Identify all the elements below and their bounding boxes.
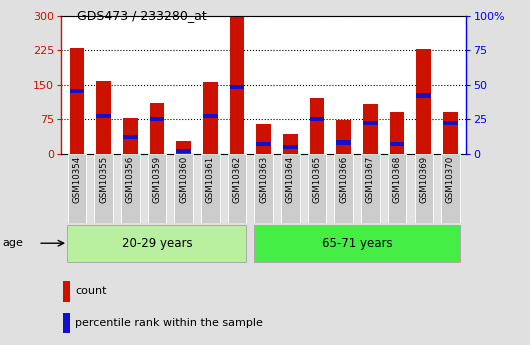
Bar — [337, 120, 351, 154]
Bar — [283, 145, 298, 149]
Bar — [176, 141, 191, 154]
Bar — [201, 154, 219, 223]
Text: GSM10369: GSM10369 — [419, 156, 428, 203]
Bar — [69, 89, 84, 93]
Text: GSM10360: GSM10360 — [179, 156, 188, 203]
Bar — [363, 104, 378, 154]
Bar — [308, 154, 326, 223]
Bar — [334, 154, 353, 223]
Bar — [310, 117, 324, 121]
Bar — [257, 142, 271, 146]
Text: GSM10364: GSM10364 — [286, 156, 295, 203]
Bar — [123, 118, 138, 154]
Bar — [63, 313, 70, 333]
Text: GSM10354: GSM10354 — [73, 156, 82, 203]
Bar — [361, 154, 379, 223]
Bar — [257, 124, 271, 154]
Bar — [69, 48, 84, 154]
Bar — [148, 154, 166, 223]
Bar — [176, 149, 191, 153]
Bar — [174, 154, 193, 223]
Bar — [149, 117, 164, 121]
Bar — [203, 114, 218, 118]
Bar — [254, 154, 273, 223]
Bar — [63, 281, 70, 302]
Bar — [149, 103, 164, 154]
Bar — [229, 85, 244, 89]
Text: GDS473 / 233280_at: GDS473 / 233280_at — [77, 9, 207, 22]
Bar — [121, 154, 139, 223]
Bar — [68, 154, 86, 223]
Text: GSM10365: GSM10365 — [313, 156, 322, 203]
Bar — [310, 98, 324, 154]
Bar — [203, 82, 218, 154]
Bar — [390, 142, 404, 146]
Text: GSM10367: GSM10367 — [366, 156, 375, 203]
Bar — [417, 49, 431, 154]
Text: count: count — [75, 286, 107, 296]
Text: percentile rank within the sample: percentile rank within the sample — [75, 318, 263, 328]
Text: GSM10359: GSM10359 — [153, 156, 162, 203]
Bar — [281, 154, 299, 223]
Bar — [229, 17, 244, 154]
Bar — [67, 225, 246, 262]
Bar — [417, 93, 431, 98]
Bar — [337, 140, 351, 145]
Bar — [283, 134, 298, 154]
Bar — [96, 81, 111, 154]
Text: GSM10370: GSM10370 — [446, 156, 455, 203]
Text: 20-29 years: 20-29 years — [122, 237, 192, 250]
Bar — [414, 154, 433, 223]
Bar — [94, 154, 113, 223]
Bar — [123, 135, 138, 139]
Text: GSM10363: GSM10363 — [259, 156, 268, 203]
Bar — [443, 112, 458, 154]
Text: GSM10355: GSM10355 — [99, 156, 108, 203]
Text: GSM10356: GSM10356 — [126, 156, 135, 203]
Bar — [441, 154, 460, 223]
Bar — [390, 112, 404, 154]
Bar — [228, 154, 246, 223]
Text: 65-71 years: 65-71 years — [322, 237, 392, 250]
Text: GSM10362: GSM10362 — [233, 156, 242, 203]
Text: GSM10368: GSM10368 — [393, 156, 402, 203]
Bar — [443, 121, 458, 125]
Bar — [363, 121, 378, 125]
Bar — [254, 225, 460, 262]
Text: age: age — [3, 238, 23, 248]
Text: GSM10361: GSM10361 — [206, 156, 215, 203]
Bar — [96, 114, 111, 118]
Bar — [388, 154, 407, 223]
Text: GSM10366: GSM10366 — [339, 156, 348, 203]
